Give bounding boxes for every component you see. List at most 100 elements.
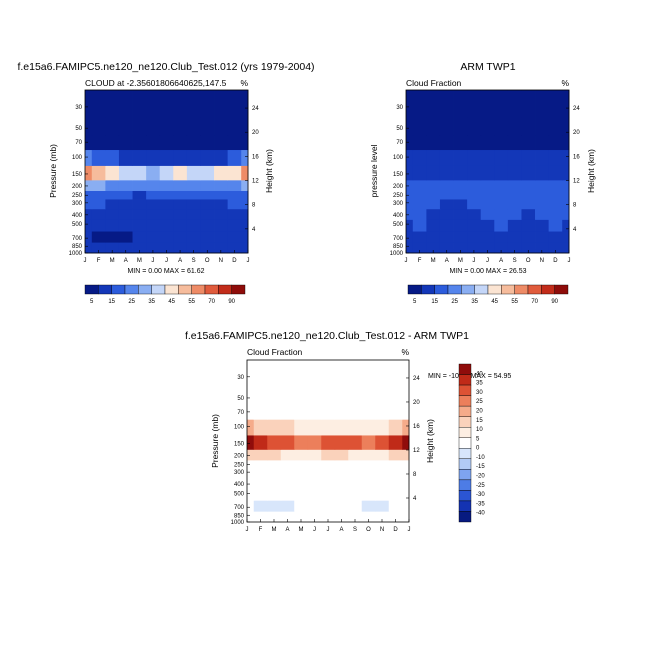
obs-cell [412, 208, 427, 220]
obs-htick-label: 12 [573, 179, 580, 185]
diff-colorbar-label: -20 [476, 474, 485, 480]
obs-cell [439, 199, 454, 210]
obs-cell [507, 90, 522, 118]
obs-cell [535, 199, 550, 210]
model-cell [91, 219, 106, 232]
obs-cell [507, 117, 522, 136]
diff-cell [375, 468, 390, 479]
model-cell [186, 117, 201, 136]
diff-ytick-label: 50 [237, 396, 244, 402]
diff-colorbar-label: -35 [476, 501, 485, 507]
obs-cell [507, 179, 522, 191]
obs-ytick-label: 400 [393, 213, 404, 219]
obs-cell [439, 219, 454, 232]
obs-cell [480, 117, 495, 136]
obs-colorbar-swatch [514, 284, 529, 295]
diff-cell [388, 387, 403, 406]
obs-cell [548, 219, 563, 232]
diff-cell [267, 387, 282, 406]
model-cell [91, 90, 106, 118]
diff-xtick-label: D [393, 527, 398, 533]
obs-colorbar-swatch [461, 284, 475, 295]
obs-cell [494, 135, 509, 151]
diff-ylabel-right: Height (km) [425, 419, 435, 463]
diff-cell [321, 478, 336, 490]
obs-cell [426, 179, 441, 191]
panel-obs: ARM TWP1 Cloud Fraction % J F M A M J J A S O N D J 3… [369, 61, 596, 305]
diff-cell [294, 360, 309, 388]
diff-cell [253, 488, 268, 501]
diff-cell [348, 478, 363, 490]
obs-cell [426, 242, 441, 251]
model-cell [85, 242, 93, 251]
diff-cell [247, 404, 255, 420]
model-plot-area: J F M A M J J A S O N D J 30 50 70 100 150 200 250 300 400 500… [69, 89, 259, 264]
model-cell [214, 117, 229, 136]
obs-ytick-label: 300 [393, 201, 404, 207]
diff-colorbar-swatch [458, 405, 472, 417]
diff-cell [307, 478, 322, 490]
model-xtick-label: A [124, 258, 128, 264]
diff-cell [267, 449, 282, 461]
obs-colorbar-label: 55 [511, 299, 518, 305]
diff-cell [388, 478, 403, 490]
obs-cell [562, 190, 570, 200]
diff-xtick-label: A [285, 527, 289, 533]
obs-cell [439, 242, 454, 251]
obs-cell [412, 135, 427, 151]
diff-cell [361, 488, 376, 501]
diff-cell [307, 511, 322, 520]
diff-ytick-label: 150 [234, 441, 245, 447]
model-cell [85, 149, 93, 166]
model-colorbar-label: 70 [208, 299, 215, 305]
diff-cell [307, 360, 322, 388]
obs-cell [562, 149, 570, 166]
obs-cell [426, 117, 441, 136]
obs-cell [467, 117, 482, 136]
obs-cell [507, 199, 522, 210]
diff-cell [267, 404, 282, 420]
model-title: f.e15a6.FAMIPC5.ne120_ne120.Club_Test.01… [17, 61, 314, 73]
obs-cell [535, 190, 550, 200]
diff-htick-label: 4 [413, 496, 417, 502]
diff-cell [280, 419, 295, 436]
model-cell [227, 190, 242, 200]
diff-cell [247, 478, 255, 490]
model-cell [105, 165, 120, 181]
obs-xtick-label: D [553, 258, 558, 264]
obs-cell [406, 135, 414, 151]
diff-cell [361, 435, 376, 450]
model-colorbar-label: 55 [188, 299, 195, 305]
diff-cell [307, 468, 322, 479]
diff-cell [361, 360, 376, 388]
obs-ytick-label: 500 [393, 222, 404, 228]
model-ylabel-right: Height (km) [264, 149, 274, 193]
diff-cell [247, 360, 255, 388]
diff-cell [294, 404, 309, 420]
obs-cell [562, 231, 570, 243]
diff-htick-label: 8 [413, 472, 417, 478]
model-colorbar-swatch [231, 284, 246, 295]
model-cell [132, 231, 147, 243]
model-cell [85, 179, 93, 191]
obs-cell [480, 149, 495, 166]
diff-colorbar-label: 10 [476, 427, 483, 433]
model-cell [105, 242, 120, 251]
diff-cell [294, 478, 309, 490]
model-cell [241, 90, 249, 118]
diff-cell [321, 360, 336, 388]
model-cell [105, 117, 120, 136]
model-cell [173, 219, 188, 232]
model-ytick-label: 150 [72, 172, 83, 178]
obs-colorbar-label: 25 [451, 299, 458, 305]
obs-cell [480, 179, 495, 191]
model-cell [200, 219, 215, 232]
model-cell [146, 199, 161, 210]
diff-cell [294, 459, 309, 469]
obs-cell [467, 199, 482, 210]
obs-xtick-label: A [445, 258, 449, 264]
model-cell [227, 149, 242, 166]
diff-cell [253, 419, 268, 436]
model-cell [214, 190, 229, 200]
model-htick-label: 16 [252, 154, 259, 160]
